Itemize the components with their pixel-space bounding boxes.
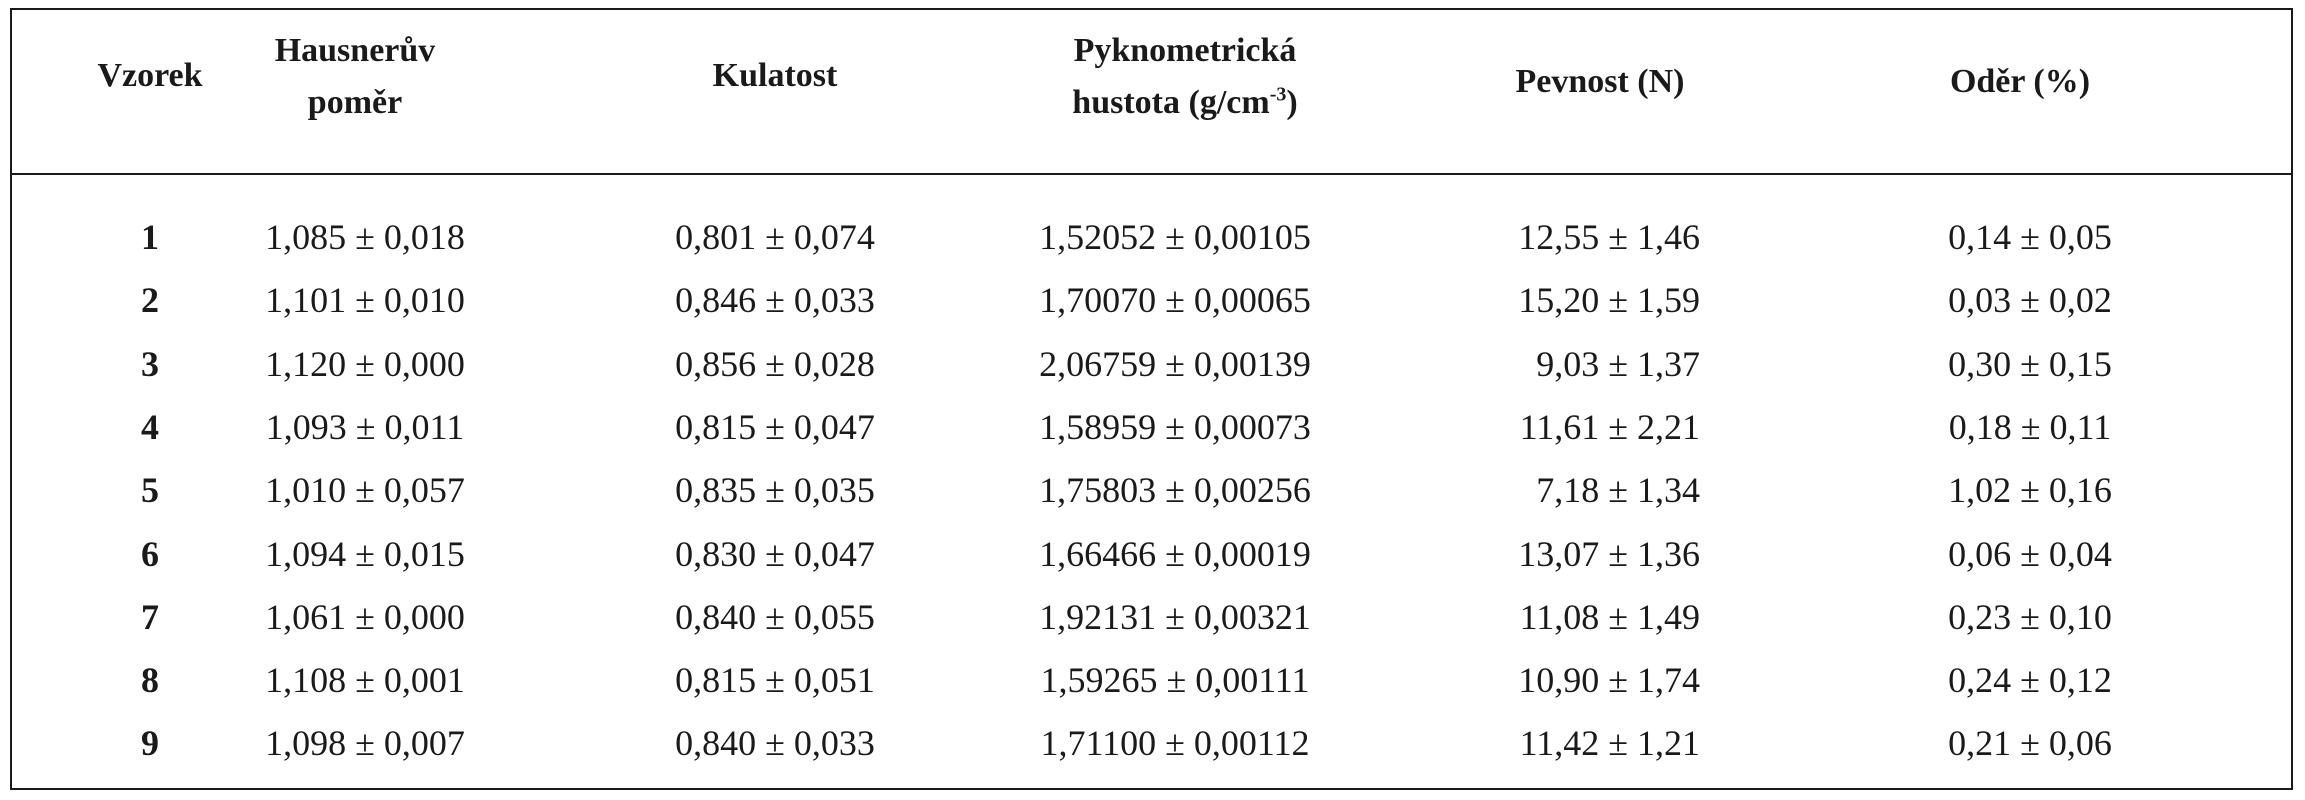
cell-abrasion: 0,30 ± 0,15 bbox=[1948, 344, 2112, 384]
cell-density: 1,66466 ± 0,00019 bbox=[1039, 534, 1311, 574]
cell-hausner-ratio: 1,061 ± 0,000 bbox=[265, 597, 465, 637]
cell-hausner-ratio: 1,093 ± 0,011 bbox=[265, 407, 465, 447]
cell-abrasion: 0,06 ± 0,04 bbox=[1948, 534, 2112, 574]
header-density-line1: Pyknometrická bbox=[1073, 32, 1297, 69]
row-sample-id: 4 bbox=[141, 407, 159, 447]
header-hausner-line1: Hausnerův bbox=[274, 32, 436, 69]
row-sample-id: 1 bbox=[141, 217, 159, 257]
header-density-exponent: -3 bbox=[1269, 83, 1287, 106]
cell-roundness: 0,815 ± 0,047 bbox=[675, 407, 875, 447]
table-row: 4 1,093 ± 0,011 0,815 ± 0,047 1,58959 ± 0,0… bbox=[0, 396, 2305, 459]
table-row: 3 1,120 ± 0,000 0,856 ± 0,028 2,06759 ± 0,0… bbox=[0, 333, 2305, 396]
table-frame bbox=[10, 8, 2293, 790]
cell-abrasion: 0,18 ± 0,11 bbox=[1948, 407, 2112, 447]
cell-roundness: 0,830 ± 0,047 bbox=[675, 534, 875, 574]
cell-roundness: 0,835 ± 0,035 bbox=[675, 470, 875, 510]
cell-abrasion: 0,03 ± 0,02 bbox=[1948, 280, 2112, 320]
cell-abrasion: 0,24 ± 0,12 bbox=[1948, 660, 2112, 700]
table-row: 8 1,108 ± 0,001 0,815 ± 0,051 1,59265 ± 0,0… bbox=[0, 649, 2305, 712]
cell-strength: 13,07 ± 1,36 bbox=[1518, 534, 1700, 574]
cell-density: 1,52052 ± 0,00105 bbox=[1039, 217, 1311, 257]
row-sample-id: 6 bbox=[141, 534, 159, 574]
header-density-line2: hustota (g/cm-3) bbox=[1072, 83, 1298, 121]
cell-abrasion: 1,02 ± 0,16 bbox=[1948, 470, 2112, 510]
cell-hausner-ratio: 1,108 ± 0,001 bbox=[265, 660, 465, 700]
table-row: 1 1,085 ± 0,018 0,801 ± 0,074 1,52052 ± 0,0… bbox=[0, 206, 2305, 269]
cell-roundness: 0,840 ± 0,033 bbox=[675, 723, 875, 763]
cell-density: 1,92131 ± 0,00321 bbox=[1039, 597, 1311, 637]
cell-hausner-ratio: 1,120 ± 0,000 bbox=[265, 344, 465, 384]
header-hausner-ratio: Hausnerův poměr bbox=[235, 25, 475, 129]
cell-roundness: 0,801 ± 0,074 bbox=[675, 217, 875, 257]
header-roundness: Kulatost bbox=[712, 57, 838, 94]
cell-density: 1,58959 ± 0,00073 bbox=[1039, 407, 1311, 447]
row-sample-id: 7 bbox=[141, 597, 159, 637]
cell-roundness: 0,856 ± 0,028 bbox=[675, 344, 875, 384]
cell-abrasion: 0,21 ± 0,06 bbox=[1948, 723, 2112, 763]
cell-abrasion: 0,23 ± 0,10 bbox=[1948, 597, 2112, 637]
row-sample-id: 3 bbox=[141, 344, 159, 384]
cell-strength: 12,55 ± 1,46 bbox=[1518, 217, 1700, 257]
cell-strength: 9,03 ± 1,37 bbox=[1536, 344, 1700, 384]
cell-strength: 10,90 ± 1,74 bbox=[1518, 660, 1700, 700]
cell-strength: 15,20 ± 1,59 bbox=[1518, 280, 1700, 320]
cell-abrasion: 0,14 ± 0,05 bbox=[1948, 217, 2112, 257]
table-row: 2 1,101 ± 0,010 0,846 ± 0,033 1,70070 ± 0,0… bbox=[0, 269, 2305, 332]
cell-hausner-ratio: 1,010 ± 0,057 bbox=[265, 470, 465, 510]
cell-roundness: 0,815 ± 0,051 bbox=[675, 660, 875, 700]
header-strength: Pevnost (N) bbox=[1515, 63, 1685, 100]
cell-roundness: 0,840 ± 0,055 bbox=[675, 597, 875, 637]
cell-roundness: 0,846 ± 0,033 bbox=[675, 280, 875, 320]
cell-strength: 7,18 ± 1,34 bbox=[1536, 470, 1700, 510]
cell-hausner-ratio: 1,098 ± 0,007 bbox=[265, 723, 465, 763]
row-sample-id: 9 bbox=[141, 723, 159, 763]
table-row: 5 1,010 ± 0,057 0,835 ± 0,035 1,75803 ± 0,0… bbox=[0, 459, 2305, 522]
row-sample-id: 8 bbox=[141, 660, 159, 700]
cell-density: 1,59265 ± 0,00111 bbox=[1040, 660, 1310, 700]
table-row: 6 1,094 ± 0,015 0,830 ± 0,047 1,66466 ± 0,0… bbox=[0, 523, 2305, 586]
header-hausner-line2: poměr bbox=[307, 84, 403, 121]
table-row: 9 1,098 ± 0,007 0,840 ± 0,033 1,71100 ± 0,0… bbox=[0, 712, 2305, 775]
header-sample: Vzorek bbox=[97, 57, 203, 94]
cell-density: 1,75803 ± 0,00256 bbox=[1039, 470, 1311, 510]
cell-density: 2,06759 ± 0,00139 bbox=[1039, 344, 1311, 384]
row-sample-id: 5 bbox=[141, 470, 159, 510]
header-abrasion: Oděr (%) bbox=[1949, 63, 2091, 100]
cell-strength: 11,08 ± 1,49 bbox=[1519, 597, 1700, 637]
cell-density: 1,70070 ± 0,00065 bbox=[1039, 280, 1311, 320]
cell-hausner-ratio: 1,085 ± 0,018 bbox=[265, 217, 465, 257]
row-sample-id: 2 bbox=[141, 280, 159, 320]
cell-density: 1,71100 ± 0,00112 bbox=[1040, 723, 1310, 763]
cell-hausner-ratio: 1,094 ± 0,015 bbox=[265, 534, 465, 574]
header-density: Pyknometrická hustota (g/cm-3) bbox=[1025, 25, 1345, 129]
header-divider bbox=[10, 173, 2293, 175]
cell-strength: 11,61 ± 2,21 bbox=[1519, 407, 1700, 447]
cell-strength: 11,42 ± 1,21 bbox=[1519, 723, 1700, 763]
table-row: 7 1,061 ± 0,000 0,840 ± 0,055 1,92131 ± 0,0… bbox=[0, 586, 2305, 649]
cell-hausner-ratio: 1,101 ± 0,010 bbox=[265, 280, 465, 320]
